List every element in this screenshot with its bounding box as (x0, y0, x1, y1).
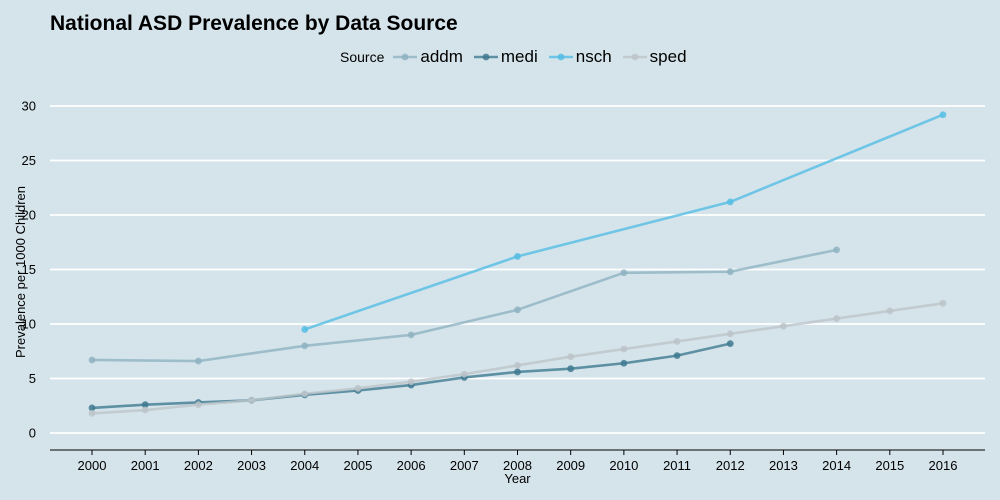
chart-title: National ASD Prevalence by Data Source (50, 12, 458, 35)
legend-point (482, 53, 490, 61)
x-axis-title: Year (504, 471, 531, 486)
legend-item-sped: sped (622, 47, 687, 67)
data-point-addm (301, 342, 309, 350)
data-point-addm (833, 246, 841, 254)
legend: Source addm medi nsch sped (340, 46, 697, 68)
legend-label-sped: sped (649, 47, 687, 66)
data-point-addm (88, 356, 96, 364)
x-tick-label: 2005 (343, 458, 372, 473)
series-medi (88, 340, 734, 412)
y-tick-label: 15 (22, 262, 36, 277)
legend-item-medi: medi (473, 47, 538, 67)
data-point-sped (141, 406, 149, 414)
axes: 0 5 10 15 20 25 30 2000 2001 2002 2003 2004 2005 2006… (22, 99, 985, 473)
y-tick-label: 0 (29, 426, 36, 441)
data-point-addm (514, 306, 521, 314)
legend-label-medi: medi (500, 47, 538, 66)
data-point-nsch (939, 111, 947, 119)
y-tick-label: 10 (22, 317, 36, 332)
x-tick-label: 2002 (184, 458, 213, 473)
x-tick-label: 2001 (131, 458, 160, 473)
data-point-medi (567, 365, 575, 373)
data-point-sped (620, 345, 628, 353)
data-point-sped (673, 338, 681, 345)
y-axis-title: Prevalence per 1000 Children (13, 186, 28, 358)
data-point-medi (141, 401, 149, 409)
data-point-medi (726, 340, 734, 348)
data-point-medi (673, 352, 681, 360)
legend-point (557, 53, 565, 61)
data-point-sped (407, 378, 415, 386)
legend-point (401, 53, 409, 61)
x-tick-label: 2007 (450, 458, 479, 473)
legend-key-addm (393, 53, 418, 61)
x-tick-label: 2015 (875, 458, 904, 473)
data-point-medi (88, 404, 96, 412)
y-tick-label: 25 (22, 153, 36, 168)
data-point-nsch (514, 253, 521, 260)
series-nsch (301, 111, 947, 333)
data-point-sped (886, 307, 894, 315)
y-tick-label: 30 (22, 99, 36, 114)
legend-key-medi (473, 53, 498, 61)
x-tick-label: 2004 (290, 458, 319, 473)
data-point-addm (407, 331, 415, 339)
data-point-sped (354, 384, 362, 392)
legend-label-addm: addm (420, 47, 463, 66)
x-tick-label: 2012 (716, 458, 745, 473)
x-tick-label: 2011 (663, 458, 691, 473)
x-tick-label: 2003 (237, 458, 266, 473)
data-point-sped (939, 299, 947, 307)
x-tick-label: 2014 (822, 458, 851, 473)
series-sped (88, 299, 947, 417)
data-point-sped (88, 409, 96, 417)
series-line-medi (91, 342, 731, 410)
data-point-addm (726, 268, 734, 276)
x-tick-label: 2008 (503, 458, 532, 473)
data-point-addm (620, 269, 628, 277)
legend-item-addm: addm (392, 47, 463, 67)
x-tick-label: 2006 (397, 458, 426, 473)
x-tick-label: 2009 (556, 458, 585, 473)
data-point-nsch (726, 198, 734, 206)
y-tick-label: 5 (29, 371, 36, 386)
x-tick-label: 2010 (609, 458, 638, 473)
x-tick-label: 2013 (769, 458, 798, 473)
data-point-medi (620, 359, 628, 367)
legend-item-nsch: nsch (548, 47, 612, 67)
series-line-addm (91, 248, 837, 363)
data-point-sped (833, 315, 841, 322)
legend-point (631, 53, 639, 61)
data-point-nsch (301, 326, 309, 333)
series-addm (88, 246, 841, 365)
legend-label-nsch: nsch (575, 47, 612, 66)
legend-title: Source (340, 49, 385, 65)
x-tick-label: 2000 (78, 458, 107, 473)
data-point-sped (780, 322, 787, 330)
data-point-sped (194, 401, 202, 409)
series-line-nsch (304, 113, 944, 331)
y-tick-label: 20 (22, 208, 36, 223)
data-point-sped (567, 353, 575, 361)
data-point-sped (301, 390, 309, 398)
data-point-addm (194, 357, 202, 365)
data-point-sped (726, 330, 734, 338)
data-point-medi (514, 368, 521, 376)
legend-key-sped (622, 53, 647, 61)
data-point-sped (460, 370, 468, 378)
data-point-sped (514, 362, 521, 369)
series-lines (88, 111, 947, 417)
data-point-sped (248, 396, 255, 404)
x-tick-label: 2016 (929, 458, 958, 473)
legend-key-nsch (548, 53, 573, 61)
